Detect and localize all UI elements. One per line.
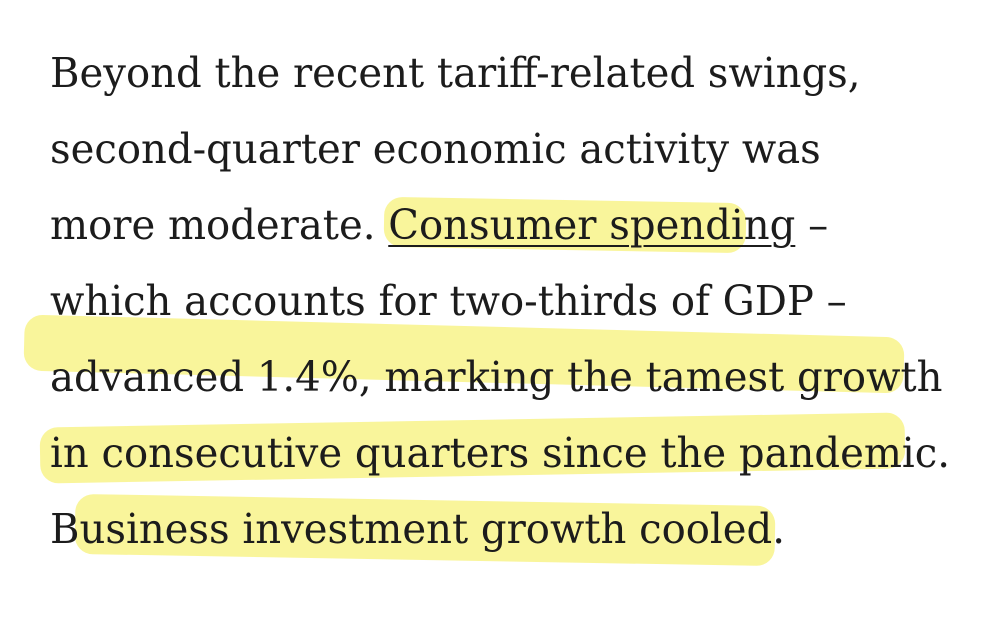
paragraph-line: advanced 1.4%, marking the tamest growth	[50, 353, 943, 401]
consumer-spending-link[interactable]: Consumer spending	[388, 201, 796, 249]
line-text: more moderate.	[50, 201, 389, 249]
paragraph-line: in consecutive quarters since the pandem…	[50, 429, 951, 477]
paragraph-line: second-quarter economic activity was	[50, 125, 821, 173]
paragraph-line: more moderate. Consumer spending –	[50, 187, 950, 263]
article-paragraph: Beyond the recent tariff-related swings,…	[50, 35, 969, 567]
paragraph-line: Beyond the recent tariff-related swings,	[50, 49, 861, 97]
paragraph-line: which accounts for two-thirds of GDP –	[50, 277, 847, 325]
line-text: –	[795, 201, 829, 249]
paragraph-line: Business investment growth cooled.	[50, 505, 785, 553]
